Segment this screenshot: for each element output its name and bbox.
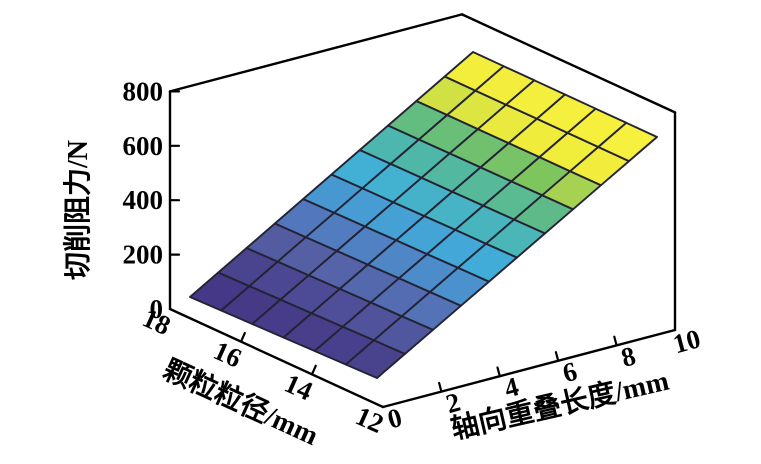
x-tick <box>496 366 501 378</box>
z-axis-title: 切削阻力/N <box>62 140 94 280</box>
z-tick-label: 600 <box>123 131 164 161</box>
surface-facet <box>597 121 658 163</box>
y-tick <box>239 331 246 343</box>
z-tick-label: 0 <box>150 294 164 324</box>
z-tick-label: 400 <box>123 185 164 215</box>
surface-mesh <box>189 51 658 379</box>
x-tick <box>554 350 560 362</box>
x-axis-line <box>381 328 677 409</box>
box-edge-top-left <box>168 13 464 93</box>
z-tick-label: 800 <box>123 76 164 106</box>
box-edge-top-right <box>460 13 677 114</box>
x-tick <box>438 381 443 393</box>
z-tick-label: 200 <box>123 240 164 270</box>
x-tick <box>613 335 618 347</box>
y-axis-line <box>168 307 385 409</box>
y-tick <box>310 364 317 376</box>
